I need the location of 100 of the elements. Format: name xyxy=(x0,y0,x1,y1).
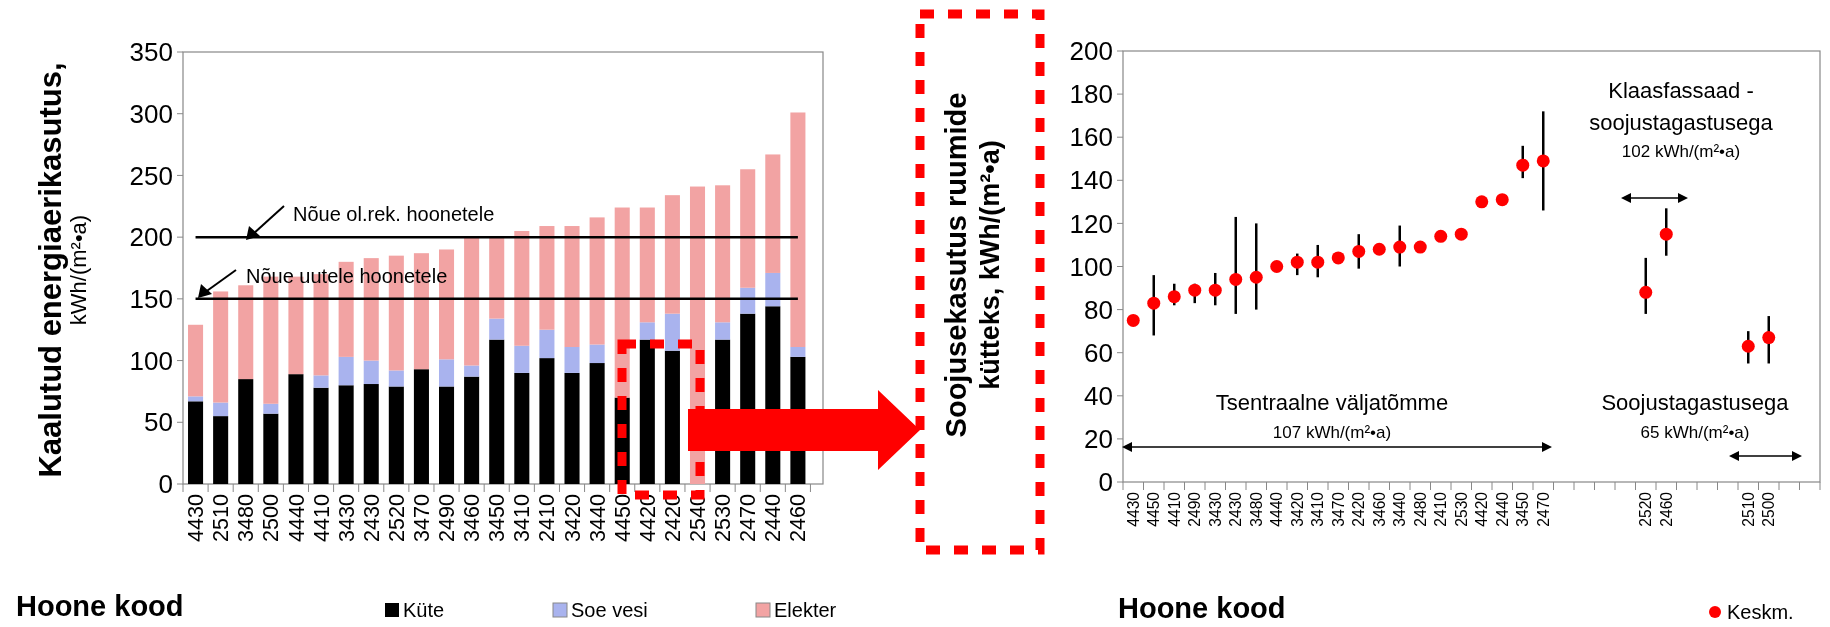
bar xyxy=(213,291,229,403)
x-tick-label: 4430 xyxy=(1124,491,1142,527)
x-tick-label: 3460 xyxy=(1370,491,1388,527)
bar xyxy=(263,413,279,484)
point xyxy=(1393,240,1407,254)
x-axis-title: Hoone kood xyxy=(1118,592,1286,625)
bar xyxy=(489,339,505,484)
x-tick-label: 3410 xyxy=(1309,491,1327,527)
bar xyxy=(388,370,404,387)
bar xyxy=(514,230,530,346)
x-tick-label: 3460 xyxy=(459,494,485,543)
x-tick-label: 2410 xyxy=(534,494,560,543)
x-tick-label: 3420 xyxy=(559,494,585,543)
bar xyxy=(639,207,655,323)
bar xyxy=(363,384,379,484)
bar xyxy=(514,345,530,373)
point xyxy=(1475,195,1489,209)
x-tick-label: 2520 xyxy=(1637,491,1655,527)
point xyxy=(1147,296,1161,310)
bar xyxy=(188,401,204,484)
point xyxy=(1208,283,1222,297)
point xyxy=(1454,227,1468,241)
point xyxy=(1167,290,1181,304)
y-tick-label: 0 xyxy=(1098,467,1113,498)
x-tick-label: 2490 xyxy=(434,494,460,543)
point xyxy=(1516,158,1530,172)
x-tick-label: 3430 xyxy=(1206,491,1224,527)
x-tick-label: 4440 xyxy=(283,494,309,543)
point xyxy=(1229,272,1243,286)
point xyxy=(1290,255,1304,269)
bar xyxy=(313,375,329,388)
point xyxy=(1372,242,1386,256)
x-tick-label: 3440 xyxy=(1391,491,1409,527)
bar xyxy=(790,112,806,347)
legend-label: Nõue uutele hoonetele xyxy=(246,265,448,287)
bar xyxy=(589,363,605,484)
annotation: Tsentraalne väljatõmme xyxy=(1215,389,1449,415)
annotation: 102 kWh/(m²•a) xyxy=(1621,141,1741,161)
bar xyxy=(288,374,304,484)
bar xyxy=(539,226,555,330)
y-tick-label: 0 xyxy=(158,469,173,500)
y-tick-label: 40 xyxy=(1084,380,1113,411)
x-tick-label: 2510 xyxy=(1739,491,1757,527)
bar xyxy=(188,396,204,402)
bar xyxy=(765,154,781,273)
y-tick-label: 200 xyxy=(129,222,173,253)
bar xyxy=(188,324,204,397)
x-tick-label: 3430 xyxy=(333,494,359,543)
y-tick-label: 120 xyxy=(1069,208,1113,239)
y-axis-title: Soojusekasutus ruumide kütteks, kWh/(m²•a) xyxy=(940,92,1006,438)
bar xyxy=(338,385,354,484)
point xyxy=(1249,270,1263,284)
x-tick-label: 3450 xyxy=(484,494,510,543)
bar xyxy=(664,195,680,314)
x-tick-label: 2460 xyxy=(785,494,811,543)
y-tick-label: 300 xyxy=(129,98,173,129)
y-tick-label: 200 xyxy=(1069,36,1113,67)
bar xyxy=(639,339,655,484)
bar xyxy=(238,285,254,380)
x-axis-title: Hoone kood xyxy=(16,590,184,623)
x-tick-label: 2490 xyxy=(1186,491,1204,527)
x-tick-label: 2470 xyxy=(1534,491,1552,527)
x-tick-label: 3440 xyxy=(584,494,610,543)
annotation: 107 kWh/(m²•a) xyxy=(1272,422,1392,442)
x-tick-label: 2430 xyxy=(358,494,384,543)
x-tick-label: 2430 xyxy=(1227,491,1245,527)
x-tick-label: 4450 xyxy=(1145,491,1163,527)
bar xyxy=(263,403,279,414)
x-tick-label: 2440 xyxy=(1493,491,1511,527)
bar xyxy=(464,237,480,366)
bar xyxy=(489,318,505,340)
bar xyxy=(439,359,455,387)
x-tick-label: 3480 xyxy=(233,494,259,543)
x-tick-label: 2440 xyxy=(760,494,786,543)
y-tick-label: 80 xyxy=(1084,294,1113,325)
x-tick-label: 2500 xyxy=(258,494,284,543)
bar xyxy=(539,358,555,484)
bar xyxy=(664,350,680,484)
legend-label: Keskm. xyxy=(1727,601,1794,623)
bar xyxy=(413,369,429,484)
y-tick-label: 160 xyxy=(1069,122,1113,153)
x-tick-label: 4410 xyxy=(308,494,334,543)
point xyxy=(1352,244,1366,258)
x-tick-label: 3420 xyxy=(1288,491,1306,527)
x-tick-label: 3470 xyxy=(1329,491,1347,527)
point xyxy=(1126,313,1140,327)
x-tick-label: 2420 xyxy=(1350,491,1368,527)
y-tick-label: 150 xyxy=(129,283,173,314)
bar xyxy=(363,360,379,385)
bar xyxy=(338,356,354,386)
bar xyxy=(564,372,580,484)
legend-label: Elekter xyxy=(774,599,837,621)
bar xyxy=(238,379,254,484)
bar xyxy=(765,272,781,307)
x-tick-label: 4410 xyxy=(1165,491,1183,527)
bar xyxy=(639,322,655,340)
y-tick-label: 140 xyxy=(1069,165,1113,196)
y-tick-label: 100 xyxy=(129,345,173,376)
annotation: Soojustagastusega xyxy=(1601,389,1790,415)
point xyxy=(1188,283,1202,297)
